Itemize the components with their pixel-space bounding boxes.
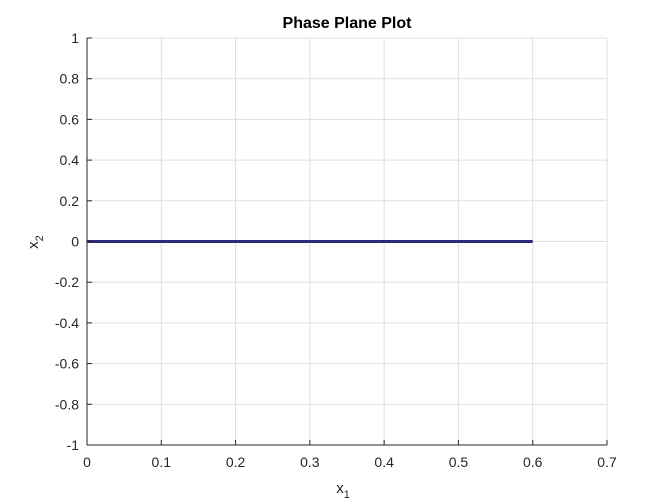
x-tick-label: 0.2 [226, 454, 246, 470]
x-tick-label: 0.4 [374, 454, 394, 470]
x-tick-label: 0.7 [597, 454, 617, 470]
y-axis-label: x2 [25, 235, 46, 249]
y-tick-label: 0 [71, 234, 79, 250]
y-tick-label: -0.8 [55, 396, 79, 412]
y-axis-label-subscript: 2 [34, 235, 46, 241]
axes-layer [86, 37, 608, 446]
tick-label-layer: 0 0.1 0.2 0.3 0.4 0.5 0.6 0.7 -1 -0.8 -0.6 -0.4 -0.2… [55, 30, 617, 470]
x-tick-label: 0.3 [300, 454, 320, 470]
y-axis-label-base: x [25, 241, 42, 249]
y-tick-label: 0.2 [60, 193, 80, 209]
x-tick-label: 0.5 [449, 454, 469, 470]
y-tick-label: 0.6 [60, 111, 80, 127]
y-tick-label: -0.6 [55, 356, 79, 372]
y-tick-label: 0.4 [60, 152, 80, 168]
y-tick-label: 0.8 [60, 71, 80, 87]
x-tick-label: 0 [83, 454, 91, 470]
y-tick-label: -0.2 [55, 274, 79, 290]
chart-title: Phase Plane Plot [283, 15, 413, 32]
x-tick-label: 0.1 [152, 454, 172, 470]
y-tick-label: -0.4 [55, 315, 79, 331]
x-axis-label-base: x [336, 480, 344, 497]
x-axis-label-subscript: 1 [344, 489, 350, 501]
y-tick-label: -1 [67, 437, 80, 453]
x-axis-label: x1 [336, 480, 350, 501]
x-tick-label: 0.6 [523, 454, 543, 470]
y-tick-label: 1 [71, 30, 79, 46]
